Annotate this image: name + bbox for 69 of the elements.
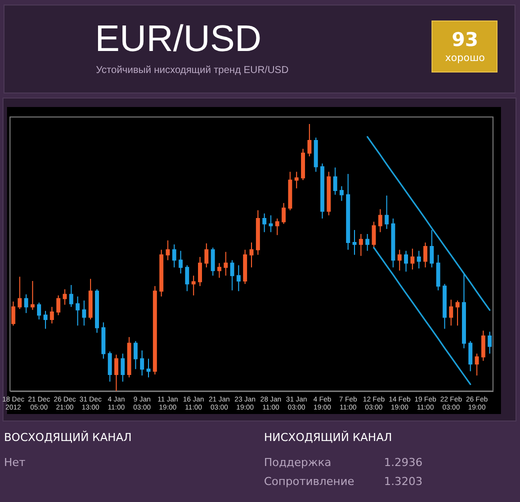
candlestick — [307, 124, 312, 157]
candlestick — [230, 260, 234, 291]
candlestick — [134, 340, 138, 370]
candlestick — [275, 218, 280, 236]
candlestick — [140, 350, 144, 376]
candlestick — [404, 250, 408, 272]
text: Нет — [4, 456, 26, 469]
candlestick — [365, 234, 370, 252]
text: 1.2936 — [384, 456, 422, 469]
candlestick — [166, 240, 170, 261]
candlestick — [50, 306, 54, 324]
candlestick — [172, 244, 176, 268]
candlestick — [18, 276, 22, 310]
text: Поддержка — [264, 456, 332, 469]
candlestick — [398, 249, 402, 272]
candlestick — [468, 340, 472, 372]
candlestick — [56, 294, 60, 316]
candlestick — [456, 300, 460, 326]
candlestick — [333, 167, 338, 196]
text: НИСХОДЯЩИЙ КАНАЛ — [264, 430, 392, 444]
candlestick — [423, 242, 428, 268]
candlestick — [430, 230, 434, 268]
candlestick — [62, 288, 67, 306]
text: хорошо — [445, 53, 485, 64]
candlestick — [210, 247, 215, 276]
candlestick — [178, 250, 183, 274]
candlestick — [352, 230, 357, 256]
chart-subtitle: Устойчивый нисходящий тренд EUR/USD — [96, 65, 289, 76]
text: ВОСХОДЯЩИЙ КАНАЛ — [4, 430, 132, 444]
candlestick — [146, 358, 150, 378]
candlestick — [82, 300, 86, 326]
candlestick — [340, 186, 344, 202]
candlestick — [30, 280, 35, 310]
candlestick — [185, 264, 190, 292]
candlestick — [76, 296, 80, 326]
candlestick — [410, 248, 414, 270]
candlestick — [436, 254, 440, 291]
text: 93 — [452, 29, 478, 51]
candlestick — [378, 208, 382, 233]
candlestick — [11, 301, 16, 326]
chart-title: EUR/USD — [95, 18, 262, 59]
candlestick — [449, 299, 454, 326]
candlestick — [217, 262, 222, 278]
candlestick — [294, 171, 299, 189]
candlestick — [224, 251, 228, 276]
candlestick — [268, 214, 273, 233]
candlestick — [108, 350, 112, 382]
candlestick — [37, 302, 42, 320]
candlestick — [120, 353, 125, 382]
candlestick — [250, 242, 254, 268]
candlestick — [69, 284, 74, 308]
candlestick — [114, 354, 118, 392]
candlestick — [488, 331, 492, 354]
candlestick — [43, 310, 48, 330]
candlestick — [481, 330, 486, 362]
text: Сопротивление — [264, 475, 354, 488]
candlestick — [204, 242, 208, 268]
text: 1.3203 — [384, 475, 422, 488]
candlestick — [198, 256, 202, 287]
candlestick — [262, 212, 266, 233]
candlestick — [416, 250, 421, 269]
candlestick — [236, 264, 241, 292]
candlestick — [384, 195, 389, 230]
candlestick — [474, 353, 479, 376]
candlestick — [282, 202, 286, 224]
candlestick — [358, 234, 363, 256]
candlestick — [24, 294, 28, 314]
candlestick — [372, 221, 376, 250]
candlestick — [192, 275, 196, 296]
